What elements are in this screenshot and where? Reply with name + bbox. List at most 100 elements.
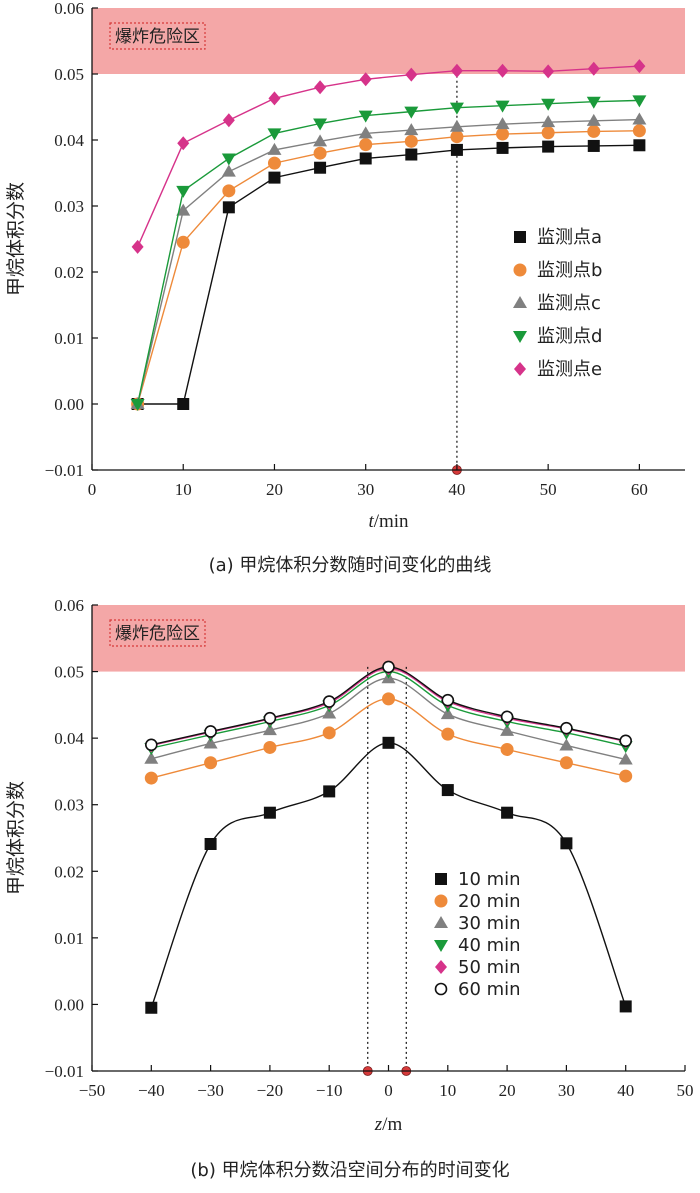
data-point <box>450 143 463 156</box>
data-point <box>144 771 158 785</box>
y-tick-label: 0.03 <box>54 197 84 216</box>
data-point <box>619 734 633 748</box>
data-point <box>203 736 218 749</box>
data-point <box>559 756 573 770</box>
data-point <box>500 710 514 724</box>
data-point <box>313 134 328 147</box>
x-tick-label: 30 <box>558 1081 575 1100</box>
y-tick-label: 0.01 <box>54 929 84 948</box>
data-point <box>222 201 235 214</box>
data-point <box>222 113 235 128</box>
data-point <box>559 738 574 751</box>
y-tick-label: −0.01 <box>45 461 84 480</box>
data-point <box>404 106 419 119</box>
series-line <box>137 144 640 405</box>
legend-label: 40 min <box>458 935 521 956</box>
x-tick-label: −10 <box>316 1081 343 1100</box>
x-tick-label: 10 <box>439 1081 456 1100</box>
data-point <box>500 723 515 736</box>
data-point <box>587 139 600 152</box>
x-tick-label: 40 <box>448 480 465 499</box>
legend-label: 监测点b <box>537 260 602 281</box>
series-line <box>136 130 640 405</box>
series-line <box>136 65 640 248</box>
legend-marker <box>434 982 448 996</box>
y-tick-label: 0.05 <box>54 65 84 84</box>
x-axis-label-unit: /min <box>374 511 409 532</box>
data-point <box>222 184 236 198</box>
data-point <box>313 118 328 131</box>
data-point <box>221 164 236 177</box>
x-tick-label: 20 <box>266 480 283 499</box>
series-监测点e <box>131 59 646 254</box>
data-point <box>144 751 159 764</box>
data-point <box>587 124 601 138</box>
y-tick-label: 0.04 <box>54 131 84 150</box>
data-point <box>449 102 464 115</box>
data-point <box>496 63 509 78</box>
danger-zone-label: 爆炸危险区 <box>115 624 200 644</box>
x-tick-label: 30 <box>357 480 374 499</box>
x-tick-label: −20 <box>257 1081 284 1100</box>
data-point <box>586 96 601 109</box>
series-20-min <box>144 692 633 785</box>
data-point <box>145 1001 158 1014</box>
data-point <box>322 726 336 740</box>
data-point <box>405 148 418 161</box>
data-point <box>382 736 395 749</box>
data-point <box>176 203 191 216</box>
data-point <box>542 140 555 153</box>
data-point <box>441 727 455 741</box>
legend-label: 监测点e <box>537 359 602 380</box>
data-point <box>204 725 217 738</box>
data-point <box>632 95 647 108</box>
series-10-min <box>145 736 632 1014</box>
data-point <box>314 80 327 95</box>
data-point <box>262 723 277 736</box>
y-tick-label: 0.05 <box>54 663 84 682</box>
legend-marker <box>513 331 527 343</box>
series-30-min <box>144 671 633 765</box>
data-point <box>560 721 573 735</box>
data-point <box>382 692 395 706</box>
legend-label: 60 min <box>458 979 521 1000</box>
data-point <box>633 59 646 74</box>
data-point <box>314 161 327 174</box>
data-point <box>358 126 373 139</box>
y-tick-label: 0.06 <box>54 0 84 18</box>
x-tick-label: −30 <box>197 1081 224 1100</box>
data-point <box>263 806 276 819</box>
data-point <box>541 126 555 140</box>
danger-zone-label-box <box>109 619 206 647</box>
caption: (b) 甲烷体积分数沿空间分布的时间变化 <box>190 1160 509 1181</box>
data-point <box>359 72 372 87</box>
y-tick-label: 0.03 <box>54 796 84 815</box>
x-tick-label: 10 <box>175 480 192 499</box>
danger-zone <box>92 605 685 672</box>
data-point <box>632 124 646 138</box>
legend-label: 10 min <box>458 869 521 890</box>
data-point <box>633 139 646 152</box>
legend-marker <box>513 263 527 277</box>
data-point <box>359 138 373 152</box>
data-point <box>495 117 510 130</box>
x-tick-label: −40 <box>138 1081 165 1100</box>
data-point <box>263 740 277 754</box>
x-axis-label: z/m <box>374 1114 403 1135</box>
data-point <box>323 785 336 798</box>
legend-marker <box>434 916 448 928</box>
x-axis-label-unit: /m <box>382 1114 402 1135</box>
data-point <box>263 711 277 725</box>
data-point <box>268 91 281 106</box>
series-line <box>136 118 640 405</box>
data-point <box>131 239 144 254</box>
legend-marker <box>434 894 448 908</box>
danger-zone <box>92 8 685 74</box>
data-point <box>176 235 190 249</box>
x-tick-label: 0 <box>384 1081 393 1100</box>
legend-label: 50 min <box>458 957 521 978</box>
data-point <box>619 1000 632 1013</box>
series-line <box>150 742 627 1008</box>
data-point <box>541 98 556 111</box>
